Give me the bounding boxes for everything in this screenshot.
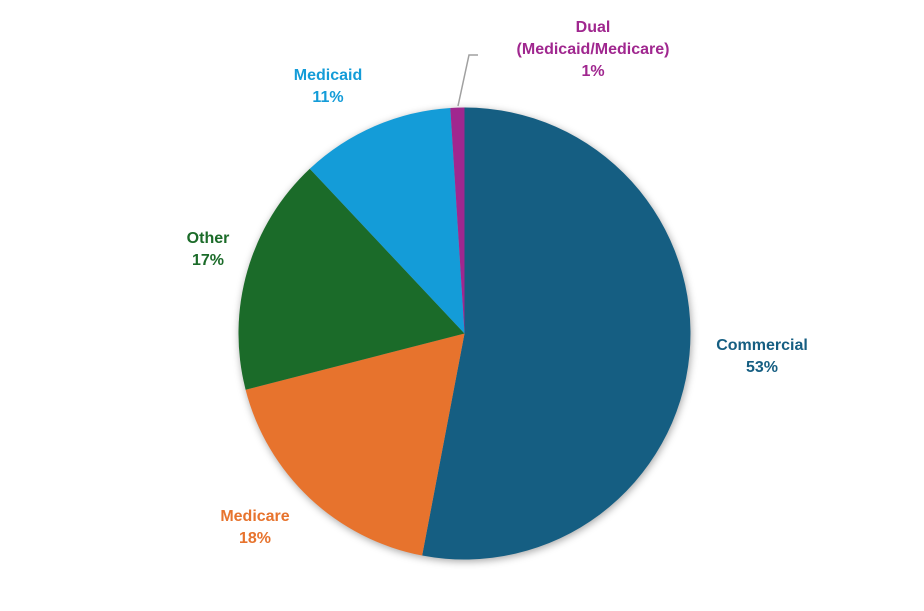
slice-label-value: 11% (312, 89, 344, 106)
pie-slice-medicaid (309, 107, 465, 334)
slice-label-name: Dual (575, 19, 611, 36)
slice-label-value: 53% (745, 359, 779, 376)
slice-label-dual: Dual (Medicaid/Medicare) 1% (517, 17, 670, 83)
pie-slice-medicare (245, 333, 465, 556)
leader-line-dual (457, 54, 478, 107)
slice-label-value: 17% (191, 252, 225, 269)
slice-label-value: 1% (581, 63, 605, 80)
pie-slice-other (238, 168, 465, 390)
slice-label-medicaid: Medicaid 11% (294, 65, 362, 109)
slice-label-name: Other (186, 230, 230, 247)
pie-slice-dual-medicaid-medicare (450, 107, 465, 334)
slice-label-name: Medicaid (293, 67, 363, 84)
pie-slice-commercial (422, 107, 691, 560)
slice-label-other: Other 17% (187, 228, 230, 272)
slice-label-medicare: Medicare 18% (220, 506, 289, 550)
slice-label-name: Medicare (220, 508, 290, 525)
slice-label-name-line2: (Medicaid/Medicare) (516, 41, 670, 58)
slice-label-name: Commercial (716, 337, 808, 354)
slice-label-value: 18% (238, 530, 272, 547)
slice-label-commercial: Commercial 53% (716, 335, 808, 379)
pie (238, 107, 691, 560)
